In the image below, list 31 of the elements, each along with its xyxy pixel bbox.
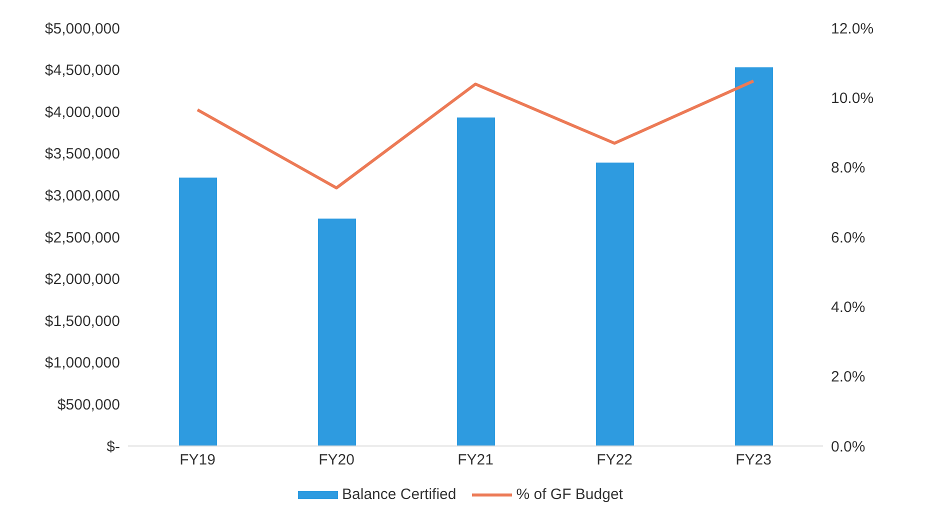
x-tick-label: FY20 [318, 452, 354, 469]
y2-tick-label: 6.0% [831, 229, 866, 246]
y2-tick-label: 4.0% [831, 298, 866, 316]
bar [318, 218, 356, 446]
y-tick-label: $- [106, 438, 120, 456]
y-tick-label: $5,000,000 [44, 20, 120, 38]
y2-tick-label: 12.0% [831, 20, 874, 38]
y-tick-label: $4,000,000 [44, 104, 120, 121]
bar [179, 178, 217, 446]
bar [735, 67, 773, 446]
x-tick-label: FY22 [596, 452, 632, 469]
y-tick-label: $3,500,000 [44, 146, 120, 163]
legend-label: Balance Certified [341, 486, 456, 503]
y-tick-label: $4,500,000 [44, 62, 120, 80]
x-tick-label: FY23 [736, 452, 772, 469]
y-tick-label: $2,000,000 [44, 271, 120, 288]
y-tick-label: $2,500,000 [44, 229, 120, 246]
legend-label: % of GF Budget [515, 486, 623, 503]
x-tick-label: FY21 [458, 452, 494, 469]
y2-tick-label: 2.0% [831, 368, 866, 386]
bar [596, 162, 634, 446]
y-tick-label: $1,500,000 [44, 312, 120, 330]
line-series [196, 79, 755, 190]
y2-tick-label: 8.0% [831, 160, 866, 177]
y-tick-label: $500,000 [57, 396, 120, 414]
bar [457, 117, 495, 446]
y2-tick-label: 10.0% [831, 90, 874, 107]
x-tick-label: FY19 [180, 452, 216, 469]
y-tick-label: $3,000,000 [44, 188, 120, 205]
y-tick-label: $1,000,000 [44, 354, 120, 372]
y2-tick-label: 0.0% [831, 438, 866, 456]
